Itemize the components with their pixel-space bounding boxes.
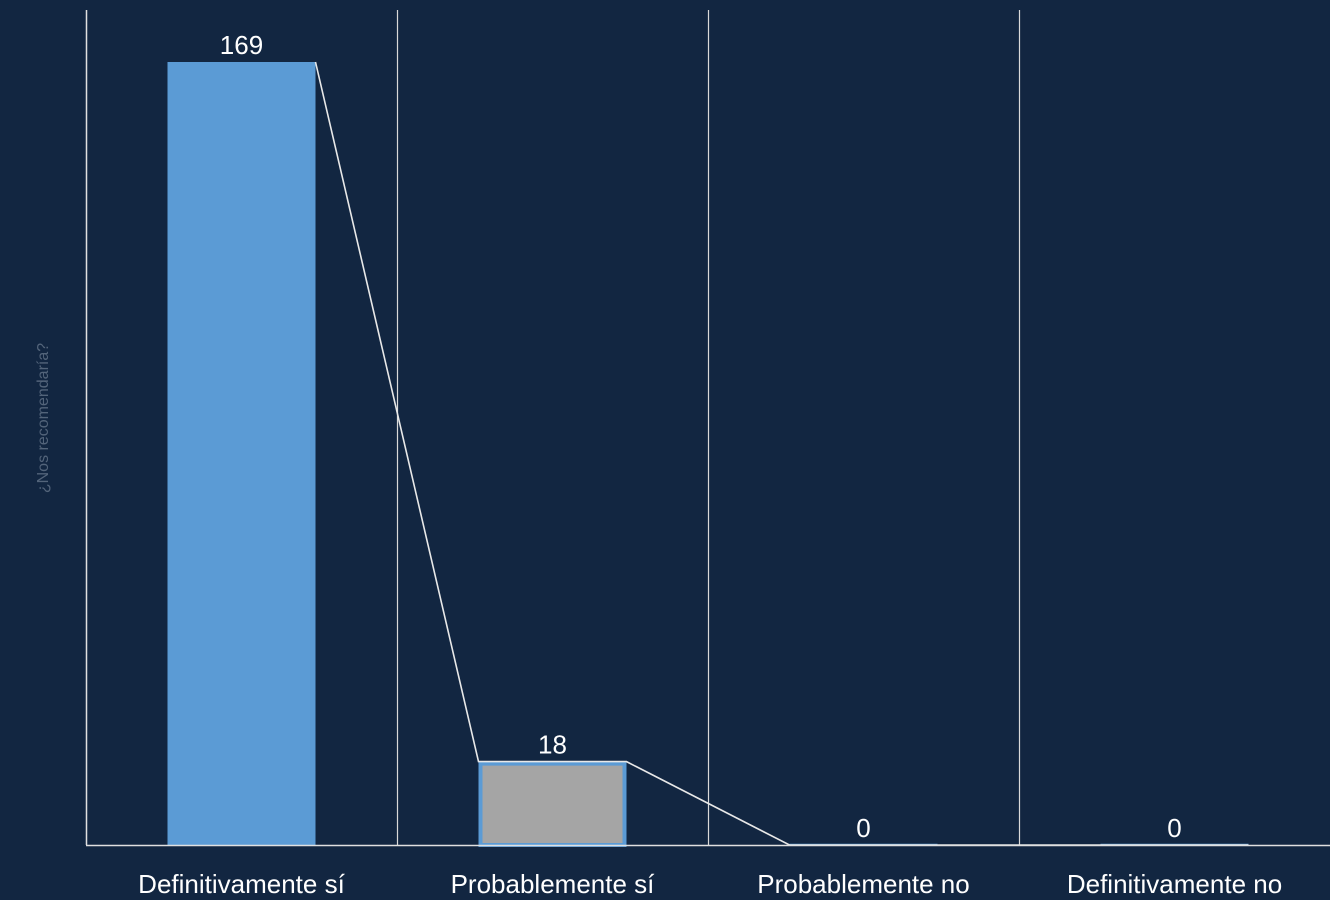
connector-line-group bbox=[314, 61, 1249, 846]
data-label-2: 18 bbox=[538, 730, 567, 760]
y-axis-title: ¿Nos recomendaría? bbox=[35, 343, 52, 493]
data-labels-group: 169 18 0 0 bbox=[220, 30, 1182, 843]
x-tick-label-1: Definitivamente sí bbox=[138, 869, 345, 899]
data-label-4: 0 bbox=[1167, 813, 1181, 843]
data-label-3: 0 bbox=[856, 813, 870, 843]
category-tick-labels: Definitivamente sí Probablemente sí Probab… bbox=[138, 869, 1282, 899]
x-tick-label-3: Probablemente no bbox=[757, 869, 969, 899]
x-tick-label-2: Probablemente sí bbox=[451, 869, 656, 899]
connector-line bbox=[314, 61, 1249, 846]
axes-group bbox=[85, 10, 1330, 847]
data-label-1: 169 bbox=[220, 30, 263, 60]
x-tick-label-4: Definitivamente no bbox=[1067, 869, 1282, 899]
bar-1 bbox=[167, 62, 316, 845]
bar-2 bbox=[478, 761, 627, 848]
